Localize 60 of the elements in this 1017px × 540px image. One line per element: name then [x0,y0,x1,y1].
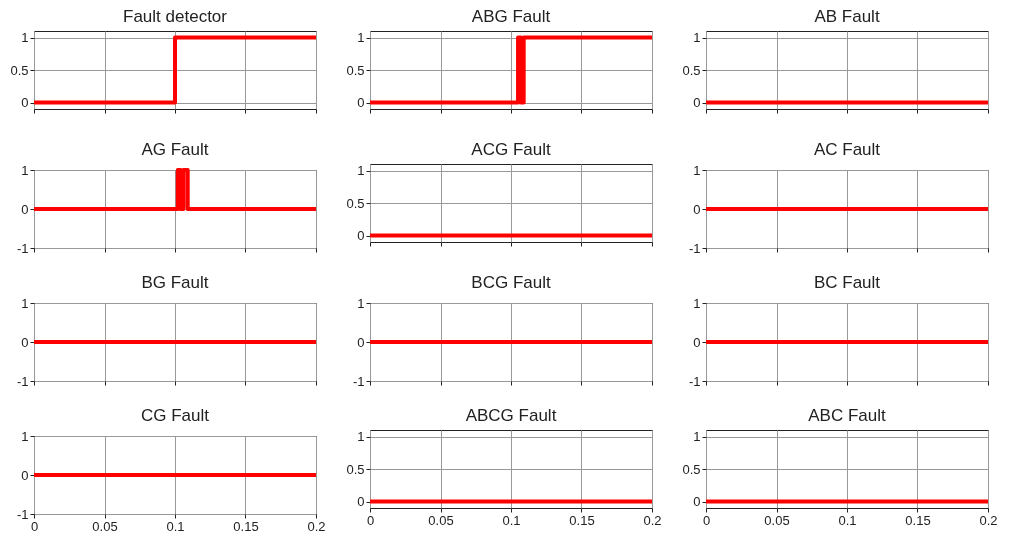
y-tick-label: 0 [693,201,701,217]
chart-title: BCG Fault [471,273,551,292]
y-tick-label: 0.5 [10,62,29,78]
y-tick-label: 0 [21,201,29,217]
chart-title: BG Fault [141,273,209,292]
y-tick-label: 0 [357,494,365,509]
y-tick-label: -1 [688,240,701,256]
y-tick-label: -1 [688,373,701,389]
y-tick-label: 0.5 [682,62,701,78]
chart-title: ACG Fault [471,140,551,159]
x-tick-label: 0.2 [643,512,662,528]
y-tick-label: 0.5 [346,62,365,78]
y-tick-label: 1 [357,295,365,311]
y-tick-label: 0.5 [682,461,701,477]
y-tick-label: 1 [21,30,29,45]
y-tick-label: 1 [21,162,29,178]
y-tick-label: 0 [357,95,365,110]
chart-title: Fault detector [123,7,228,26]
y-tick-label: 1 [357,163,365,178]
chart-title: ABG Fault [471,7,551,26]
x-tick-label: 0.2 [307,518,326,534]
y-tick-label: 0 [357,228,365,243]
x-tick-label: 0.05 [428,512,454,528]
x-tick-label: 0.05 [92,518,118,534]
x-tick-label: 0.1 [838,512,857,528]
y-tick-label: 1 [21,428,29,444]
chart-title: ABC Fault [808,406,887,425]
chart-title: BC Fault [813,273,881,292]
y-tick-label: -1 [16,373,29,389]
y-tick-label: 0 [357,334,365,350]
x-tick-label: 0.15 [905,512,931,528]
y-tick-label: 0 [693,334,701,350]
y-tick-label: 0 [21,334,29,350]
y-tick-label: 1 [21,295,29,311]
y-tick-label: 0 [21,467,29,483]
x-tick-label: 0.05 [764,512,790,528]
chart-title: CG Fault [140,406,210,425]
chart-title: AB Fault [814,7,880,26]
y-tick-label: 0 [693,494,701,509]
x-tick-label: 0.2 [979,512,998,528]
chart-title: ABCG Fault [465,406,557,425]
y-tick-label: 1 [693,30,701,45]
y-tick-label: 1 [357,30,365,45]
y-tick-label: 1 [693,162,701,178]
chart-title: AC Fault [813,140,881,159]
y-tick-label: 0 [693,95,701,110]
chart-title: AG Fault [141,140,209,159]
y-tick-label: 0.5 [346,461,365,477]
x-tick-label: 0.1 [502,512,521,528]
x-tick-label: 0.1 [166,518,185,534]
y-tick-label: 0 [21,95,29,110]
y-tick-label: -1 [16,506,29,522]
x-tick-label: 0.15 [233,518,259,534]
y-tick-label: -1 [352,373,365,389]
y-tick-label: 1 [693,429,701,444]
y-tick-label: 1 [693,295,701,311]
y-tick-label: -1 [16,240,29,256]
y-tick-label: 0.5 [346,195,365,211]
y-tick-label: 1 [357,429,365,444]
x-tick-label: 0.15 [569,512,595,528]
